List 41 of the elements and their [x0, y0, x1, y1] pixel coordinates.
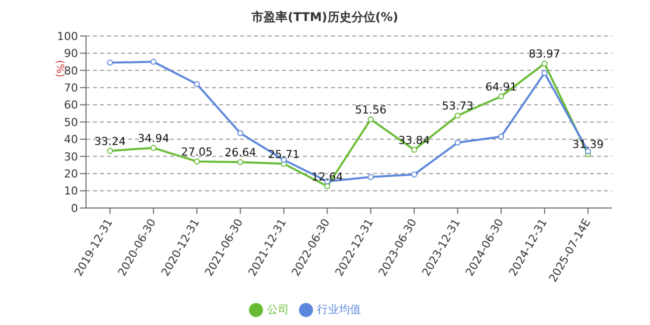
data-label: 34.94 [138, 132, 170, 145]
point [411, 146, 418, 153]
y-tick-label: 60 [64, 98, 78, 112]
point [324, 183, 330, 190]
point [194, 158, 200, 164]
legend-label: 行业均值 [317, 303, 361, 316]
point [454, 140, 461, 146]
data-label: 33.24 [94, 134, 126, 148]
point [454, 112, 461, 119]
point [237, 130, 244, 136]
point [194, 81, 200, 88]
y-tick-label: 70 [64, 82, 78, 95]
data-label: 27.05 [181, 145, 213, 158]
chart-title: 市盈率(TTM)历史分位(%) [250, 9, 400, 26]
y-tick-label: 50 [64, 116, 78, 129]
y-tick-label: 40 [64, 133, 78, 146]
point [237, 159, 244, 166]
point [150, 58, 156, 65]
data-label: 53.73 [442, 100, 474, 113]
y-tick-label: 30 [64, 150, 78, 164]
y-tick-label: 80 [64, 64, 78, 78]
point [542, 60, 548, 67]
point [368, 174, 374, 180]
y-tick-label: 20 [64, 168, 78, 181]
y-axis-title: (%) [54, 60, 65, 78]
point [498, 134, 504, 140]
point [107, 148, 113, 154]
data-label: 51.56 [354, 103, 386, 116]
point [368, 116, 374, 122]
y-tick-label: 0 [71, 202, 78, 215]
point [411, 171, 418, 178]
y-tick-label: 100 [57, 30, 78, 43]
point [150, 144, 156, 151]
point [498, 93, 504, 100]
data-label: 26.64 [224, 146, 256, 160]
y-tick-label: 90 [64, 47, 78, 60]
y-tick-label: 10 [64, 184, 78, 198]
point [542, 70, 548, 76]
legend-label: 公司 [267, 303, 289, 316]
data-label: 83.97 [528, 48, 560, 61]
point [107, 60, 113, 66]
